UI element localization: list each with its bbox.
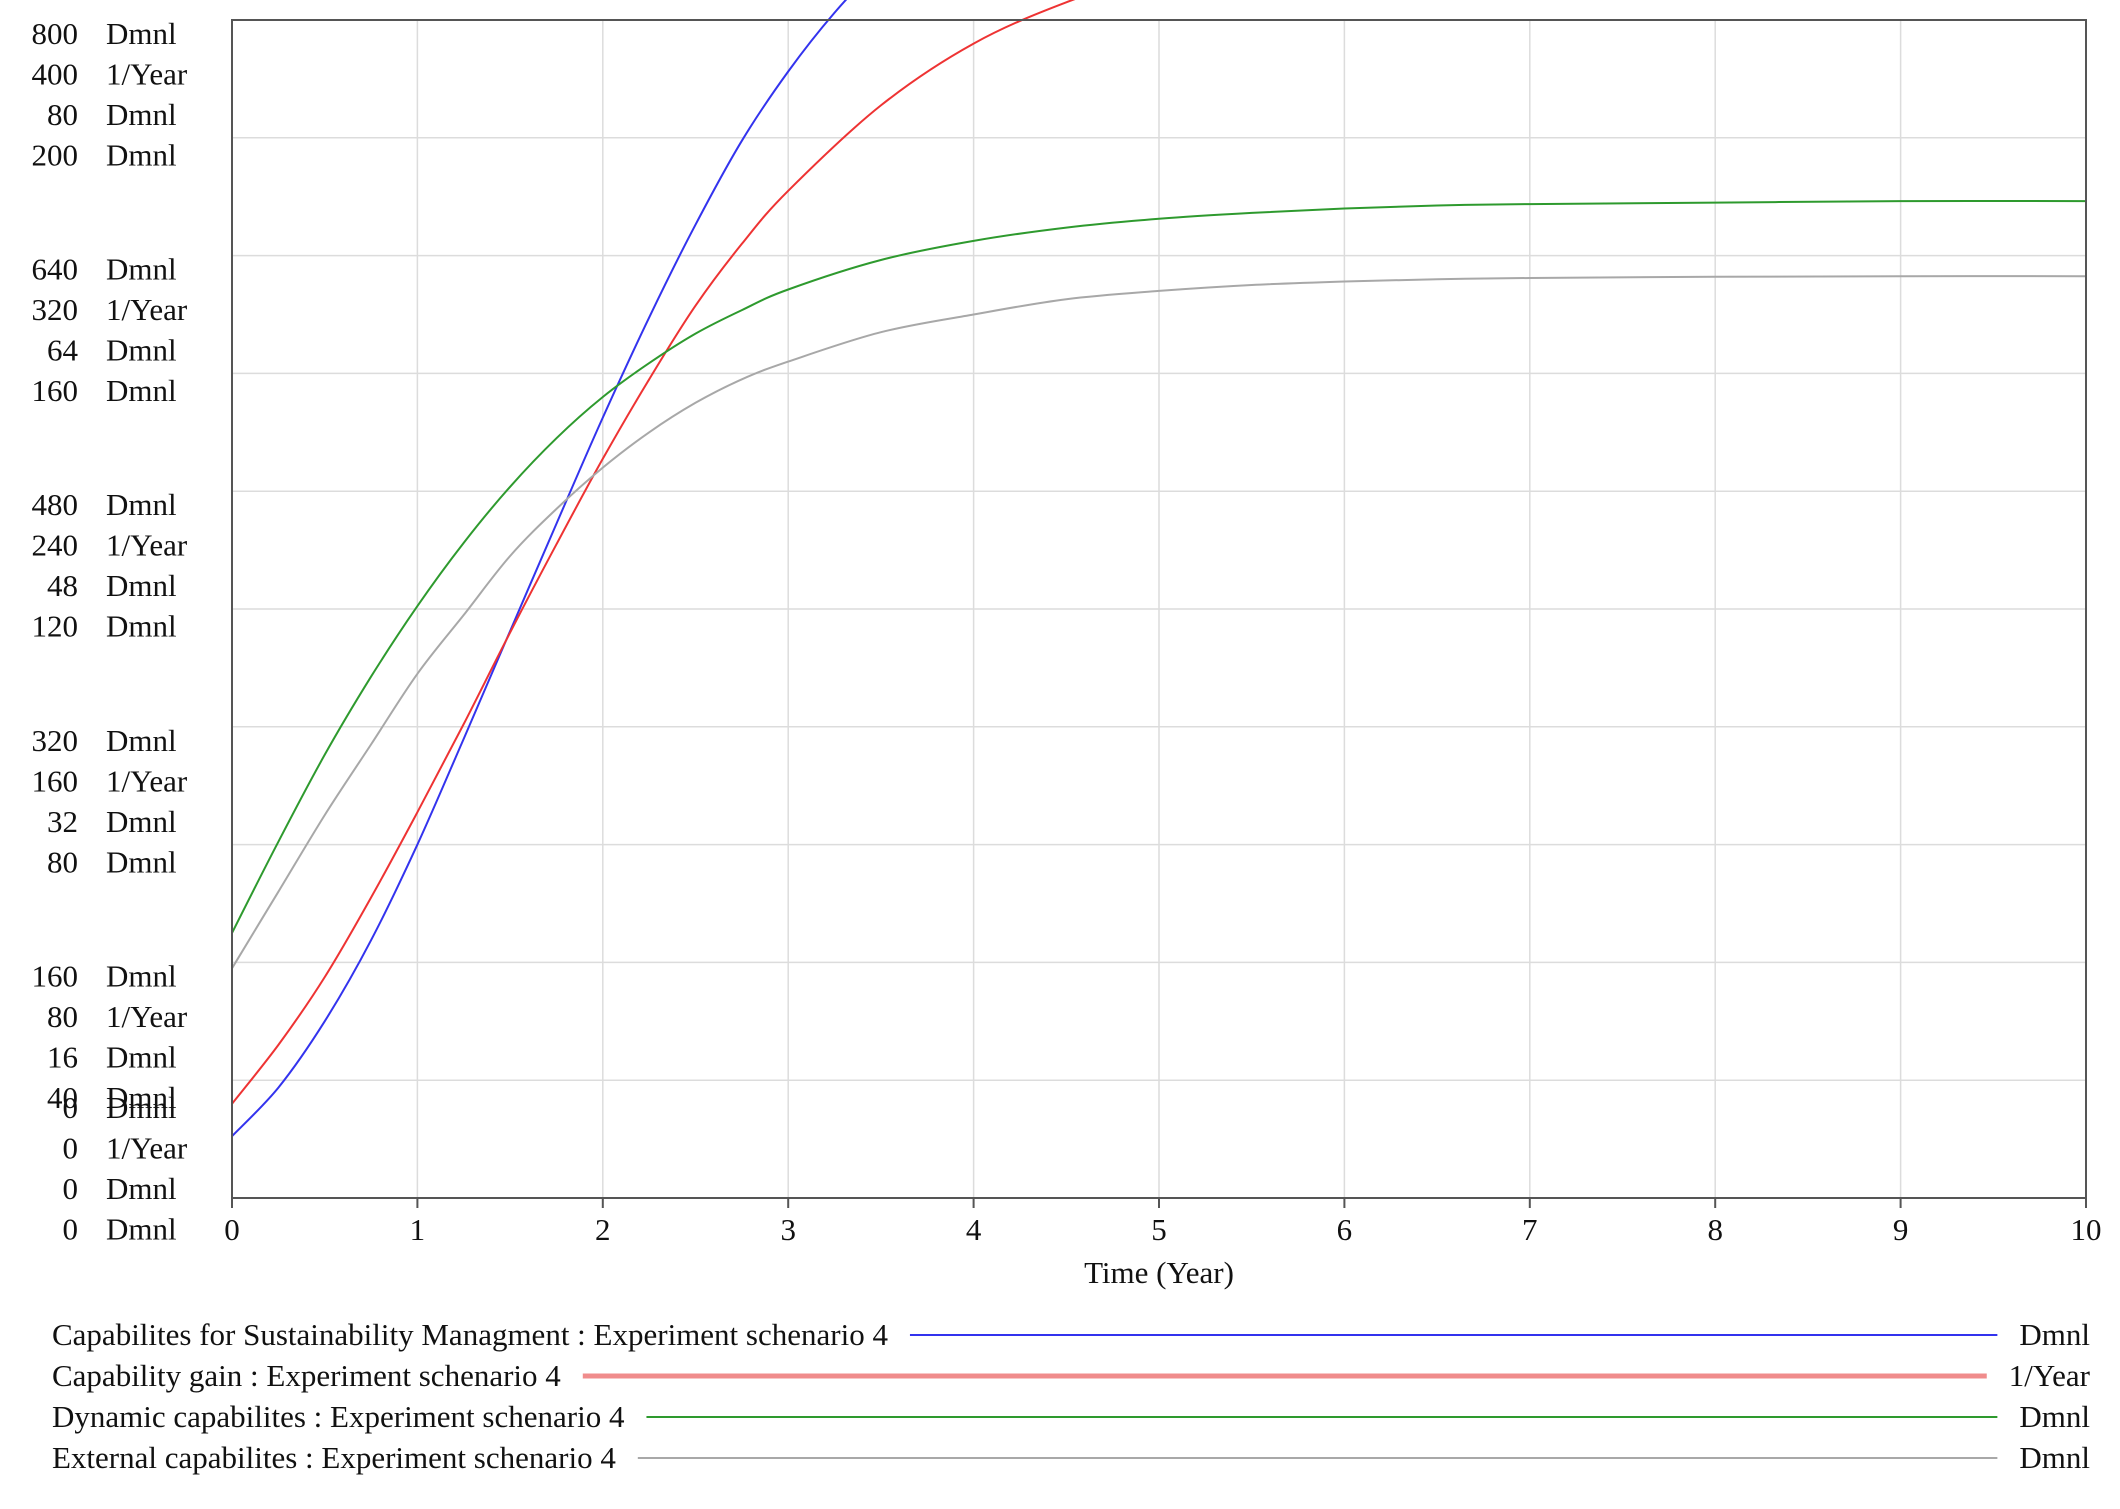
y-tick-unit: 1/Year <box>106 528 188 563</box>
x-tick-label: 0 <box>224 1212 240 1247</box>
x-tick-label: 9 <box>1893 1212 1909 1247</box>
y-tick-value: 480 <box>32 487 79 522</box>
y-tick-value: 400 <box>32 57 79 92</box>
y-tick-value: 16 <box>47 1039 78 1074</box>
y-tick-value: 160 <box>32 763 79 798</box>
y-tick-value: 0 <box>63 1212 79 1247</box>
y-tick-unit: 1/Year <box>106 763 188 798</box>
legend-unit: Dmnl <box>2019 1399 2090 1434</box>
y-tick-unit: Dmnl <box>106 1080 177 1115</box>
y-tick-unit: 1/Year <box>106 999 188 1034</box>
series-layer <box>231 0 2087 1137</box>
series-line-4 <box>231 275 2087 969</box>
y-tick-unit: Dmnl <box>106 844 177 879</box>
series-line-1 <box>231 0 848 1137</box>
series-line-2 <box>231 0 1076 1105</box>
x-tick-label: 2 <box>595 1212 611 1247</box>
x-tick-label: 1 <box>410 1212 426 1247</box>
y-tick-value: 80 <box>47 97 78 132</box>
x-tick-label: 7 <box>1522 1212 1538 1247</box>
y-tick-value: 64 <box>47 333 79 368</box>
y-tick-value: 160 <box>32 373 79 408</box>
legend: Capabilites for Sustainability Managment… <box>52 1317 2091 1475</box>
y-tick-unit: Dmnl <box>106 97 177 132</box>
legend-label: External capabilites : Experiment schena… <box>52 1440 616 1475</box>
series-line-3 <box>231 200 2087 934</box>
legend-label: Capability gain : Experiment schenario 4 <box>52 1358 561 1393</box>
legend-unit: 1/Year <box>2009 1358 2091 1393</box>
y-tick-value: 160 <box>32 958 79 993</box>
y-tick-unit: Dmnl <box>106 1212 177 1247</box>
x-tick-label: 5 <box>1151 1212 1167 1247</box>
y-tick-value: 0 <box>63 1090 79 1125</box>
y-tick-unit: Dmnl <box>106 1090 177 1125</box>
x-axis-title: Time (Year) <box>1084 1255 1234 1290</box>
y-tick-value: 800 <box>32 16 79 51</box>
y-tick-value: 80 <box>47 844 78 879</box>
y-tick-unit: Dmnl <box>106 487 177 522</box>
y-tick-unit: Dmnl <box>106 373 177 408</box>
y-tick-unit: Dmnl <box>106 609 177 644</box>
y-tick-value: 32 <box>47 804 78 839</box>
x-axis: 0 1 2 3 4 5 6 7 8 9 10 <box>224 1198 2102 1247</box>
y-tick-value: 48 <box>47 568 78 603</box>
y-tick-unit: 1/Year <box>106 292 188 327</box>
y-tick-unit: Dmnl <box>106 1171 177 1206</box>
y-tick-value: 120 <box>32 609 79 644</box>
y-tick-value: 240 <box>32 528 79 563</box>
y-tick-value: 320 <box>32 723 79 758</box>
y-tick-unit: Dmnl <box>106 568 177 603</box>
x-tick-label: 10 <box>2071 1212 2102 1247</box>
y-tick-value: 320 <box>32 292 79 327</box>
y-tick-value: 200 <box>32 138 79 173</box>
legend-unit: Dmnl <box>2019 1440 2090 1475</box>
legend-label: Capabilites for Sustainability Managment… <box>52 1317 888 1352</box>
y-tick-value: 40 <box>47 1080 78 1115</box>
grid-layer <box>232 20 2086 1198</box>
y-tick-unit: Dmnl <box>106 1039 177 1074</box>
y-tick-value: 640 <box>32 252 79 287</box>
y-tick-unit: Dmnl <box>106 723 177 758</box>
legend-label: Dynamic capabilites : Experiment schenar… <box>52 1399 625 1434</box>
y-tick-unit: Dmnl <box>106 804 177 839</box>
x-tick-label: 6 <box>1337 1212 1353 1247</box>
y-tick-unit: 1/Year <box>106 57 188 92</box>
y-tick-value: 80 <box>47 999 78 1034</box>
y-tick-unit: 1/Year <box>106 1131 188 1166</box>
y-tick-unit: Dmnl <box>106 138 177 173</box>
y-tick-value: 0 <box>63 1131 79 1166</box>
y-tick-unit: Dmnl <box>106 252 177 287</box>
legend-unit: Dmnl <box>2019 1317 2090 1352</box>
x-tick-label: 3 <box>780 1212 796 1247</box>
x-tick-label: 4 <box>966 1212 982 1247</box>
y-tick-unit: Dmnl <box>106 333 177 368</box>
y-tick-unit: Dmnl <box>106 958 177 993</box>
x-tick-label: 8 <box>1707 1212 1723 1247</box>
y-tick-unit: Dmnl <box>106 16 177 51</box>
y-tick-value: 0 <box>63 1171 79 1206</box>
